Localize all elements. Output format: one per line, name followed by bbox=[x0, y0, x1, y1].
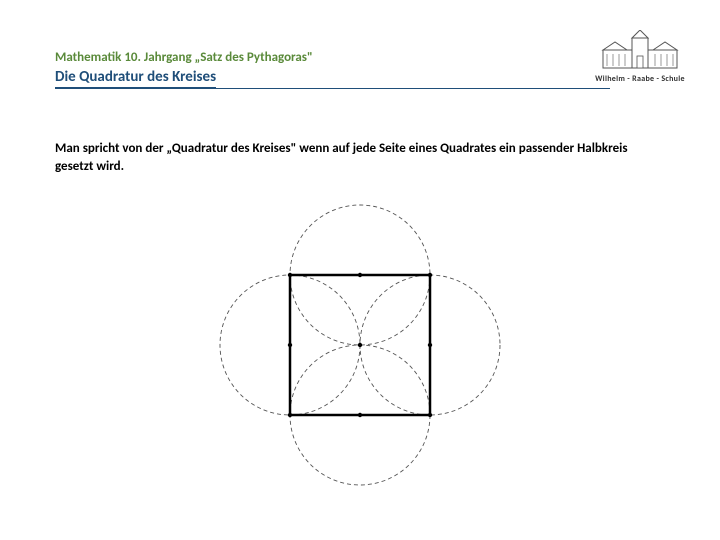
school-building-icon bbox=[595, 30, 685, 72]
geometry-diagram bbox=[0, 180, 720, 520]
title-underline: Die Quadratur des Kreises bbox=[55, 67, 610, 89]
page-title: Die Quadratur des Kreises bbox=[55, 68, 216, 88]
quadratur-figure bbox=[0, 180, 720, 525]
school-name: Wilhelm - Raabe - Schule bbox=[590, 74, 690, 84]
school-logo: Wilhelm - Raabe - Schule bbox=[590, 30, 690, 90]
body-paragraph: Man spricht von der „Quadratur des Kreis… bbox=[55, 140, 665, 175]
